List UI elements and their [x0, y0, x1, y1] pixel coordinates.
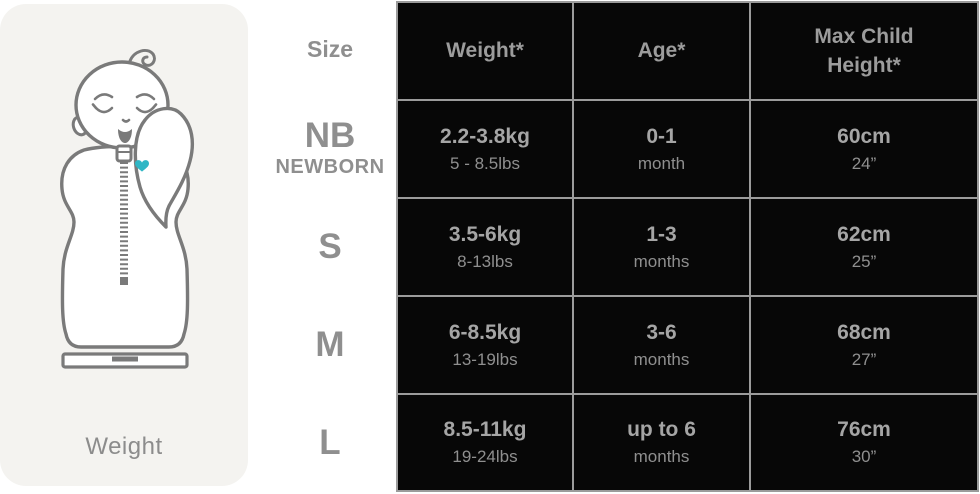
cell-weight-m: 6-8.5kg 13-19lbs — [398, 297, 572, 393]
cell-height-m: 68cm 27” — [751, 297, 977, 393]
cell-age-l: up to 6 months — [574, 395, 749, 490]
baby-face — [91, 93, 158, 143]
weight-metric: 3.5-6kg — [448, 222, 522, 246]
age-range: up to 6 — [627, 418, 696, 442]
cell-weight-nb: 2.2-3.8kg 5 - 8.5lbs — [398, 101, 572, 197]
cell-weight-s: 3.5-6kg 8-13lbs — [398, 199, 572, 295]
age-unit: months — [633, 251, 690, 271]
size-label-s: S — [257, 198, 403, 294]
zipper — [115, 144, 133, 285]
weight-metric: 6-8.5kg — [448, 320, 522, 344]
weight-imperial: 19-24lbs — [452, 447, 518, 467]
hair-curl — [128, 49, 156, 67]
size-code-m: M — [315, 324, 345, 364]
cell-age-nb: 0-1 month — [574, 101, 749, 197]
heart-logo-icon — [135, 160, 149, 172]
product-card: Weight — [0, 4, 248, 486]
size-column-header: Size — [306, 35, 354, 62]
left-eye-closed — [94, 106, 114, 114]
size-code-s: S — [318, 226, 342, 266]
right-eyelash — [151, 103, 158, 110]
height-metric: 76cm — [837, 418, 891, 442]
height-imperial: 30” — [851, 447, 877, 467]
cell-height-nb: 60cm 24” — [751, 101, 977, 197]
height-imperial: 25” — [851, 251, 877, 271]
left-eyelash — [91, 103, 98, 110]
age-range: 3-6 — [646, 320, 677, 344]
cell-height-l: 76cm 30” — [751, 395, 977, 490]
size-sub-newborn: NEWBORN — [275, 155, 385, 178]
right-eyebrow — [135, 93, 156, 101]
size-code-nb: NB — [304, 115, 356, 155]
cell-age-m: 3-6 months — [574, 297, 749, 393]
age-unit: months — [633, 447, 690, 467]
cell-height-s: 62cm 25” — [751, 199, 977, 295]
column-header-age: Age* — [574, 3, 749, 99]
right-eye-closed — [135, 106, 155, 114]
nose — [121, 118, 131, 123]
size-label-m: M — [257, 296, 403, 392]
scale-platform — [61, 352, 189, 369]
size-label-nb: NB NEWBORN — [257, 100, 403, 196]
height-metric: 62cm — [837, 222, 891, 246]
cell-age-s: 1-3 months — [574, 199, 749, 295]
column-header-max-child-height: Max Child Height* — [751, 3, 977, 99]
size-table: Weight* Age* Max Child Height* 2.2-3.8kg… — [396, 1, 979, 492]
age-unit: months — [633, 349, 690, 369]
age-range: 1-3 — [646, 222, 677, 246]
mouth — [118, 129, 132, 143]
left-eyebrow — [93, 93, 114, 101]
height-metric: 68cm — [837, 320, 891, 344]
column-header-weight: Weight* — [398, 3, 572, 99]
weight-metric: 2.2-3.8kg — [440, 124, 530, 148]
swaddle-arm — [133, 106, 194, 229]
swaddled-baby-illustration — [60, 49, 194, 369]
age-unit: month — [637, 153, 686, 173]
weight-imperial: 5 - 8.5lbs — [450, 153, 520, 173]
age-range: 0-1 — [646, 124, 677, 148]
cell-weight-l: 8.5-11kg 19-24lbs — [398, 395, 572, 490]
weight-imperial: 8-13lbs — [457, 251, 513, 271]
weight-imperial: 13-19lbs — [452, 349, 518, 369]
height-imperial: 24” — [851, 153, 877, 173]
size-label-l: L — [257, 394, 403, 490]
height-imperial: 27” — [851, 349, 877, 369]
size-code-l: L — [319, 422, 341, 462]
weight-metric: 8.5-11kg — [443, 418, 527, 442]
card-caption: Weight — [85, 433, 163, 460]
height-metric: 60cm — [837, 124, 891, 148]
